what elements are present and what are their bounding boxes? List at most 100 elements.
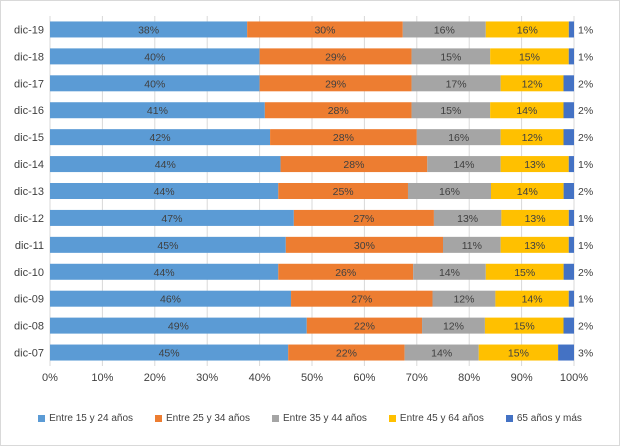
legend-label: Entre 15 y 24 años <box>49 412 134 424</box>
bar-segment <box>568 21 574 38</box>
data-label: 28% <box>328 105 349 117</box>
bar-segment <box>264 102 412 119</box>
data-label: 13% <box>524 159 545 171</box>
legend-label: 65 años y más <box>516 412 582 424</box>
x-tick-label: 50% <box>301 372 323 384</box>
data-label: 15% <box>440 105 461 117</box>
bar-segment <box>416 129 501 146</box>
bar-segment <box>50 156 281 173</box>
data-label: 22% <box>354 321 375 333</box>
data-label: 14% <box>517 186 538 198</box>
bar-segment <box>413 263 486 280</box>
category-label: dic-10 <box>14 267 44 279</box>
data-label: 44% <box>154 267 175 279</box>
bar-segment <box>485 21 569 38</box>
legend-swatch <box>388 414 396 422</box>
data-label: 45% <box>157 240 178 252</box>
data-label: 15% <box>440 51 461 63</box>
data-label: 27% <box>351 294 372 306</box>
bar-segment <box>563 263 574 280</box>
data-label: 42% <box>150 132 171 144</box>
data-label: 14% <box>431 348 452 360</box>
bar-segment <box>285 236 443 253</box>
x-tick-label: 30% <box>196 372 218 384</box>
data-label: 46% <box>160 294 181 306</box>
bar-segment <box>568 290 574 307</box>
bar-segment <box>407 183 491 199</box>
data-label: 38% <box>138 24 159 36</box>
bar-segment <box>270 129 417 146</box>
bar-segment <box>422 317 485 334</box>
x-tick-label: 70% <box>406 372 428 384</box>
bar-segment <box>563 75 574 92</box>
data-label: 15% <box>508 348 529 360</box>
bar-segment <box>500 236 569 253</box>
data-label: 14% <box>453 159 474 171</box>
data-label: 1% <box>578 240 593 252</box>
data-label: 12% <box>522 132 543 144</box>
bar-segment <box>288 344 405 361</box>
legend-item: Entre 45 y 64 años <box>388 413 484 424</box>
bar-segment <box>306 317 423 334</box>
bar-segment <box>495 290 569 307</box>
x-tick-label: 10% <box>91 372 113 384</box>
category-label: dic-07 <box>14 348 44 360</box>
category-label: dic-16 <box>14 105 44 117</box>
bar-segment <box>568 48 574 65</box>
data-label: 2% <box>578 321 593 333</box>
data-label: 29% <box>325 51 346 63</box>
bar-segment <box>280 156 428 173</box>
bar-segment <box>50 209 294 226</box>
bar-segment <box>404 344 479 361</box>
data-label: 2% <box>578 186 593 198</box>
data-label: 44% <box>155 159 176 171</box>
bar-segment <box>50 183 279 199</box>
bar-segment <box>478 344 559 361</box>
bar-segment <box>50 129 271 146</box>
bar-segment <box>563 102 574 119</box>
bar-segment <box>293 209 434 226</box>
bar-segment <box>50 290 292 307</box>
bar-segment <box>568 236 574 253</box>
data-label: 16% <box>434 24 455 36</box>
legend-label: Entre 25 y 34 años <box>166 412 250 424</box>
bar-segment <box>432 290 496 307</box>
category-label: dic-08 <box>14 321 44 333</box>
bar-segment <box>259 75 412 92</box>
data-label: 12% <box>443 321 464 333</box>
legend-swatch <box>271 414 279 422</box>
bar-segment <box>568 209 574 226</box>
bar-segment <box>50 75 260 92</box>
data-label: 22% <box>336 348 357 360</box>
data-label: 2% <box>578 78 593 90</box>
data-label: 45% <box>159 348 180 360</box>
bar-segment <box>568 156 574 173</box>
bar-segment <box>443 236 501 253</box>
category-label: dic-15 <box>14 132 44 144</box>
data-label: 1% <box>578 294 593 306</box>
data-label: 1% <box>578 213 593 225</box>
data-label: 28% <box>343 159 364 171</box>
category-label: dic-18 <box>14 51 44 63</box>
x-tick-label: 90% <box>511 372 533 384</box>
bar-segment <box>247 21 403 38</box>
bar-segment <box>402 21 486 38</box>
x-tick-label: 20% <box>144 372 166 384</box>
bar-segment <box>50 317 307 334</box>
data-label: 1% <box>578 159 593 171</box>
bar-segment <box>500 156 569 173</box>
bar-segment <box>490 183 564 199</box>
category-label: dic-11 <box>15 240 44 252</box>
bar-segment <box>558 344 574 361</box>
legend-label: Entre 35 y 44 años <box>282 412 367 424</box>
bar-segment <box>485 263 564 280</box>
data-label: 44% <box>154 186 175 198</box>
bar-segment <box>50 21 248 38</box>
data-label: 29% <box>325 78 346 90</box>
data-label: 17% <box>446 78 467 90</box>
data-label: 47% <box>161 213 182 225</box>
category-label: dic-14 <box>14 159 44 171</box>
data-label: 13% <box>457 213 478 225</box>
legend: Entre 15 y 24 años Entre 25 y 34 años Entr… <box>0 408 620 428</box>
